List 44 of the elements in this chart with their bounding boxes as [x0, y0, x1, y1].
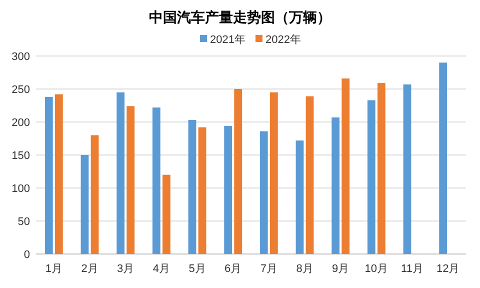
- bar: [342, 78, 350, 254]
- bar: [367, 100, 376, 254]
- bar: [116, 92, 125, 254]
- y-tick-label: 200: [12, 117, 30, 129]
- x-tick-label: 9月: [332, 263, 350, 275]
- bar: [80, 155, 89, 254]
- x-tick-label: 6月: [224, 263, 242, 275]
- legend-label: 2021年: [210, 34, 246, 46]
- x-tick-label: 12月: [436, 263, 460, 275]
- x-tick-label: 2月: [81, 263, 98, 275]
- x-tick-label: 5月: [188, 263, 206, 275]
- bar: [296, 140, 304, 254]
- y-tick-label: 300: [12, 51, 30, 63]
- bar: [188, 120, 196, 254]
- bar: [403, 84, 412, 254]
- bar: [44, 96, 53, 254]
- bar: [306, 96, 314, 254]
- bar: [54, 94, 63, 254]
- x-tick-label: 11月: [401, 263, 424, 275]
- bar: [90, 135, 99, 254]
- bar: [270, 92, 278, 254]
- bar: [377, 83, 386, 254]
- bar: [198, 127, 206, 254]
- chart-title: 中国汽车产量走势图（万辆）: [149, 9, 331, 25]
- y-tick-label: 100: [12, 183, 30, 195]
- bar: [439, 62, 448, 254]
- bar: [234, 89, 242, 254]
- y-tick-label: 0: [24, 249, 30, 261]
- bar: [224, 126, 232, 254]
- legend-label: 2022年: [265, 34, 301, 46]
- x-tick-label: 1月: [45, 263, 62, 275]
- x-tick-label: 4月: [152, 263, 170, 275]
- bar: [260, 131, 268, 254]
- bar: [126, 106, 135, 254]
- x-tick-label: 10月: [364, 263, 388, 275]
- bar: [332, 117, 340, 254]
- x-tick-label: 7月: [260, 263, 278, 275]
- y-tick-label: 50: [18, 216, 30, 228]
- y-tick-label: 250: [12, 84, 30, 96]
- y-tick-label: 150: [12, 150, 30, 162]
- bar: [162, 174, 170, 254]
- bar: [152, 107, 160, 254]
- x-tick-label: 8月: [296, 263, 314, 275]
- x-tick-label: 3月: [117, 263, 134, 275]
